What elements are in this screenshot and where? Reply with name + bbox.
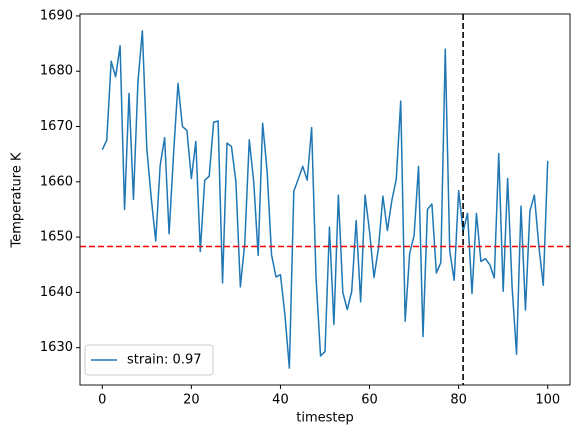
legend-box bbox=[84, 344, 214, 376]
y-tick-label: 1640 bbox=[40, 285, 73, 300]
plot-frame bbox=[79, 13, 571, 386]
y-tick-label: 1650 bbox=[40, 230, 73, 245]
x-tick-label: 80 bbox=[450, 393, 467, 408]
x-axis-label: timestep bbox=[296, 411, 354, 426]
y-tick-label: 1630 bbox=[40, 340, 73, 355]
legend-label: strain: 0.97 bbox=[127, 353, 202, 368]
y-tick-label: 1660 bbox=[40, 174, 73, 189]
x-tick-label: 0 bbox=[98, 393, 106, 408]
x-tick-label: 40 bbox=[272, 393, 289, 408]
y-tick-label: 1690 bbox=[40, 8, 73, 23]
y-tick-label: 1670 bbox=[40, 119, 73, 134]
x-tick-label: 100 bbox=[535, 393, 560, 408]
x-tick-label: 60 bbox=[361, 393, 378, 408]
data-line bbox=[101, 30, 549, 369]
x-tick-label: 20 bbox=[183, 393, 200, 408]
y-axis-label: Temperature K bbox=[10, 152, 25, 248]
y-tick-label: 1680 bbox=[40, 64, 73, 79]
